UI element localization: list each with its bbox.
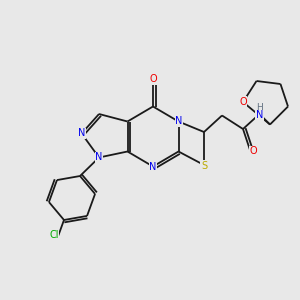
Text: N: N — [149, 161, 157, 172]
Text: N: N — [95, 152, 103, 163]
Text: N: N — [78, 128, 85, 139]
Text: O: O — [250, 146, 257, 157]
Text: N: N — [256, 110, 263, 121]
Text: O: O — [149, 74, 157, 85]
Text: Cl: Cl — [49, 230, 58, 241]
Text: H: H — [256, 103, 263, 112]
Text: N: N — [176, 116, 183, 127]
Text: O: O — [239, 97, 247, 107]
Text: S: S — [201, 160, 207, 171]
